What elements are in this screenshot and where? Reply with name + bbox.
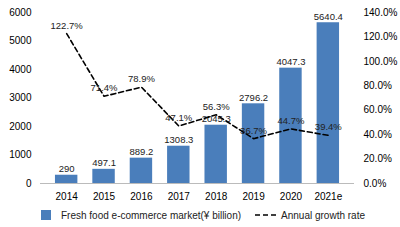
svg-text:3000: 3000 [9, 92, 32, 103]
svg-text:2045.3: 2045.3 [201, 113, 231, 125]
svg-text:122.7%: 122.7% [51, 20, 84, 31]
html-text:Fresh food e-commerce market(¥: Fresh food e-commerce market(¥ billion) [61, 209, 241, 221]
svg-text:78.9%: 78.9% [128, 73, 155, 84]
svg-text:36.7%: 36.7% [240, 125, 267, 136]
svg-text:2016: 2016 [130, 191, 153, 202]
svg-text:2796.2: 2796.2 [239, 92, 268, 103]
svg-text:0: 0 [26, 178, 32, 189]
svg-text:40.0%: 40.0% [364, 129, 392, 140]
html-text:Annual growth rate: Annual growth rate [281, 209, 365, 221]
svg-text:20.0%: 20.0% [364, 153, 392, 164]
svg-text:100.0%: 100.0% [364, 56, 398, 67]
svg-text:4047.3: 4047.3 [276, 56, 305, 67]
svg-text:80.0%: 80.0% [364, 80, 392, 91]
svg-text:60.0%: 60.0% [364, 104, 392, 115]
svg-text:5000: 5000 [9, 35, 32, 46]
svg-text:1308.3: 1308.3 [164, 134, 193, 145]
svg-text:889.2: 889.2 [130, 146, 154, 157]
svg-text:497.1: 497.1 [92, 157, 116, 168]
svg-text:2000: 2000 [9, 121, 32, 132]
svg-text:2017: 2017 [168, 191, 191, 202]
svg-text:39.4%: 39.4% [315, 121, 342, 132]
svg-text:2020: 2020 [280, 191, 303, 202]
svg-text:44.7%: 44.7% [277, 115, 304, 126]
svg-text:140.0%: 140.0% [364, 7, 398, 18]
svg-text:2018: 2018 [205, 191, 228, 202]
svg-text:1000: 1000 [9, 149, 32, 160]
svg-text:290: 290 [59, 163, 75, 174]
svg-text:2021e: 2021e [314, 191, 342, 202]
svg-text:0.0%: 0.0% [364, 178, 387, 189]
svg-text:47.1%: 47.1% [165, 112, 192, 123]
svg-text:4000: 4000 [9, 64, 32, 75]
svg-text:5640.4: 5640.4 [314, 11, 343, 22]
svg-text:71.4%: 71.4% [91, 82, 118, 93]
svg-text:2015: 2015 [93, 191, 116, 202]
svg-text:2014: 2014 [56, 191, 79, 202]
svg-text:6000: 6000 [9, 7, 32, 18]
svg-text:2019: 2019 [242, 191, 265, 202]
svg-text:56.3%: 56.3% [203, 101, 230, 112]
svg-text:120.0%: 120.0% [364, 31, 398, 42]
